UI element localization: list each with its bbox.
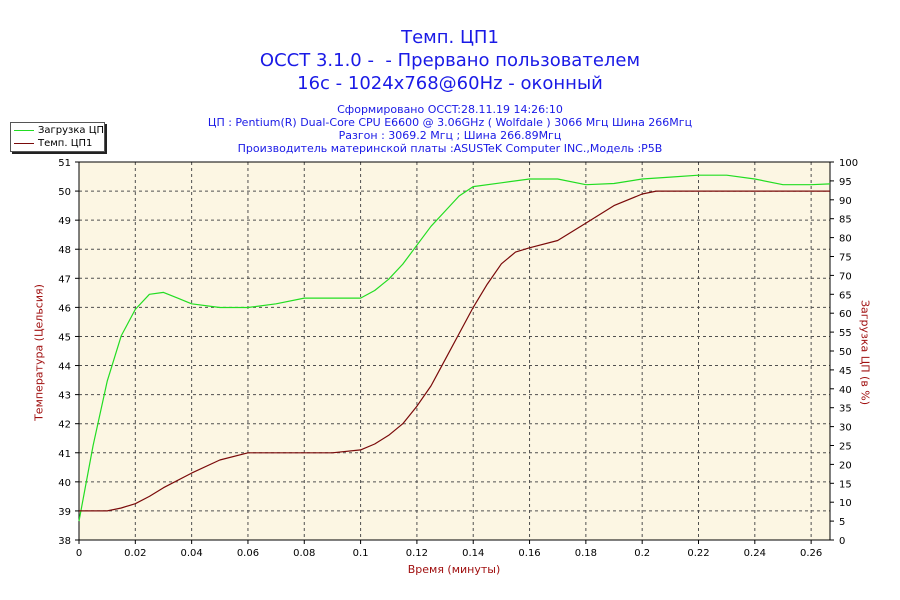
y-right-tick-label: 30 [839,423,852,434]
info-overclock-line: Разгон : 3069.2 Мгц ; Шина 266.89Мгц [338,129,562,142]
y-axis-right-title: Загрузка ЦП (в %) [858,299,872,406]
x-tick-label: 0.14 [462,548,484,559]
chart-title-line-1: Темп. ЦП1 [401,27,499,48]
x-tick-label: 0.1 [353,548,369,559]
y-left-tick-label: 40 [58,478,71,489]
legend-label-cpu-temp: Темп. ЦП1 [38,138,93,149]
x-tick-label: 0.16 [518,548,540,559]
plot-frame [78,161,831,541]
legend-swatch-cpu-load [14,130,34,131]
y-left-tick-label: 43 [58,391,71,402]
x-tick-label: 0.2 [634,548,650,559]
series-line-cpu-load [78,174,831,522]
y-right-tick-label: 85 [839,215,852,226]
x-tick-label: 0.12 [406,548,428,559]
x-axis-title: Время (минуты) [407,563,501,576]
y-right-tick-label: 0 [839,536,845,547]
y-right-tick-label: 60 [839,309,852,320]
y-right-tick-label: 100 [839,158,858,169]
y-right-tick-label: 50 [839,347,852,358]
y-left-tick-label: 46 [58,303,71,314]
y-right-tick-label: 5 [839,517,845,528]
info-motherboard-line: Производитель материнской платы :ASUSTeK… [237,142,663,155]
y-left-tick-label: 38 [58,536,71,547]
y-left-tick-label: 42 [58,420,71,431]
series-layer [78,174,831,522]
plot-area [79,162,830,540]
info-generated-line: Сформировано OCCT:28.11.19 14:26:10 [337,103,563,116]
y-left-tick-label: 39 [58,507,71,518]
y-right-tick-label: 95 [839,177,852,188]
info-cpu-line: ЦП : Pentium(R) Dual-Core CPU E6600 @ 3.… [207,116,693,129]
y-right-tick-label: 45 [839,366,852,377]
x-tick-label: 0 [76,548,82,559]
y-left-tick-label: 45 [58,332,71,343]
x-tick-label: 0.22 [687,548,709,559]
y-right-tick-label: 70 [839,271,852,282]
chart-title-line-3: 16с - 1024x768@60Hz - оконный [297,73,603,94]
y-right-tick-label: 40 [839,385,852,396]
series-line-cpu-temp [79,190,830,512]
y-left-tick-label: 49 [58,216,71,227]
x-tick-label: 0.02 [124,548,146,559]
x-tick-label: 0.08 [293,548,315,559]
y-right-tick-label: 75 [839,253,852,264]
y-left-tick-label: 51 [58,158,71,169]
y-right-tick-label: 80 [839,234,852,245]
legend: Загрузка ЦП Темп. ЦП1 [10,122,105,152]
x-tick-label: 0.06 [237,548,259,559]
y-right-tick-label: 25 [839,442,852,453]
legend-item-cpu-temp: Темп. ЦП1 [14,137,92,150]
y-right-tick-label: 90 [839,196,852,207]
y-left-tick-label: 41 [58,449,71,460]
x-tick-label: 0.24 [744,548,766,559]
y-right-tick-label: 15 [839,479,852,490]
y-right-tick-label: 65 [839,290,852,301]
y-left-tick-label: 47 [58,274,71,285]
axes: 0 0.02 0.04 0.06 0.08 0.1 0.12 0.14 0.16 0.18 0.2 0… [58,158,858,559]
y-right-tick-label: 55 [839,328,852,339]
legend-item-cpu-load: Загрузка ЦП [14,124,104,137]
y-right-tick-label: 10 [839,498,852,509]
x-tick-label: 0.04 [181,548,203,559]
y-right-tick-label: 35 [839,404,852,415]
y-left-tick-label: 50 [58,187,71,198]
x-tick-label: 0.26 [800,548,822,559]
x-tick-label: 0.18 [575,548,597,559]
y-axis-left-title: Температура (Цельсия) [32,284,46,421]
y-left-tick-label: 44 [58,362,71,373]
legend-label-cpu-load: Загрузка ЦП [38,125,105,136]
y-left-tick-label: 48 [58,245,71,256]
chart-title-line-2: OCCT 3.1.0 - - Прервано пользователем [259,50,641,71]
legend-swatch-cpu-temp [14,143,34,144]
y-right-tick-label: 20 [839,460,852,471]
